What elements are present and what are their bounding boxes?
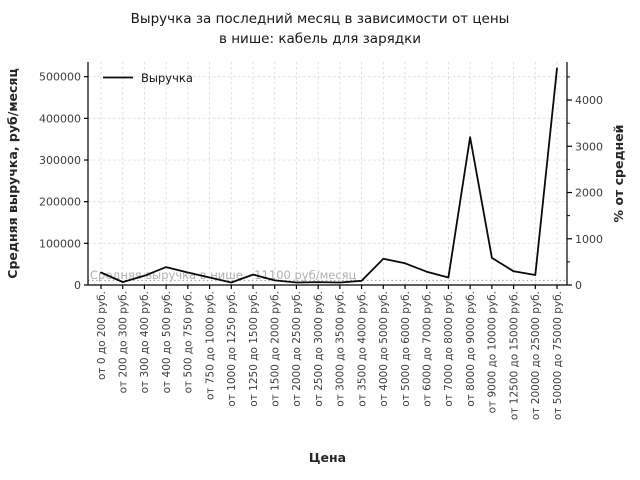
y-right-tick-label: 1000 (575, 233, 603, 246)
legend-label: Выручка (141, 71, 193, 85)
x-tick-label: от 300 до 400 руб. (139, 291, 151, 393)
x-tick-label: от 400 до 500 руб. (161, 291, 173, 393)
y-left-tick-label: 400000 (39, 112, 81, 125)
x-tick-label: от 200 до 300 руб. (118, 291, 130, 393)
chart-title-line-2: в нише: кабель для зарядки (218, 31, 422, 47)
revenue-line (100, 67, 558, 284)
x-tick-label: от 5000 до 6000 руб. (400, 291, 412, 407)
x-tick-label: от 500 до 750 руб. (183, 291, 195, 393)
y-right-tick-label: 0 (575, 279, 582, 292)
y-left-tick-label: 500000 (39, 71, 81, 84)
x-tick-label: от 50000 до 75000 руб. (552, 291, 564, 420)
x-tick-label: от 4000 до 5000 руб. (378, 291, 390, 407)
y-left-tick-label: 0 (74, 279, 81, 292)
x-tick-label: от 12500 до 15000 руб. (508, 291, 520, 420)
chart-title-line-1: Выручка за последний месяц в зависимости… (130, 11, 510, 27)
x-tick-label: от 3000 до 3500 руб. (335, 291, 347, 407)
y-right-tick-label: 4000 (575, 94, 603, 107)
x-axis-label: Цена (309, 450, 346, 465)
x-tick-label: от 9000 до 10000 руб. (487, 291, 499, 413)
chart-title: Выручка за последний месяц в зависимости… (0, 9, 640, 49)
x-tick-label: от 1250 до 1500 руб. (248, 291, 260, 407)
x-tick-label: от 1500 до 2000 руб. (270, 291, 282, 407)
y-left-tick-label: 200000 (39, 196, 81, 209)
x-tick-label: от 1000 до 1250 руб. (226, 291, 238, 407)
y-left-tick-label: 300000 (39, 154, 81, 167)
x-tick-label: от 2000 до 2500 руб. (291, 291, 303, 407)
x-tick-label: от 2500 до 3000 руб. (313, 291, 325, 407)
x-tick-label: от 750 до 1000 руб. (204, 291, 216, 400)
x-tick-label: от 7000 до 8000 руб. (443, 291, 455, 407)
x-tick-label: от 8000 до 9000 руб. (465, 291, 477, 407)
x-tick-label: от 20000 до 25000 руб. (530, 291, 542, 420)
x-tick-label: от 3500 до 4000 руб. (356, 291, 368, 407)
y-right-axis-label: % от средней (611, 125, 626, 223)
y-left-axis-label: Средняя выручка, руб/месяц (5, 68, 20, 278)
y-right-tick-label: 3000 (575, 140, 603, 153)
x-tick-label: от 0 до 200 руб. (96, 291, 108, 380)
y-left-tick-label: 100000 (39, 237, 81, 250)
x-tick-label: от 6000 до 7000 руб. (422, 291, 434, 407)
y-right-tick-label: 2000 (575, 187, 603, 200)
